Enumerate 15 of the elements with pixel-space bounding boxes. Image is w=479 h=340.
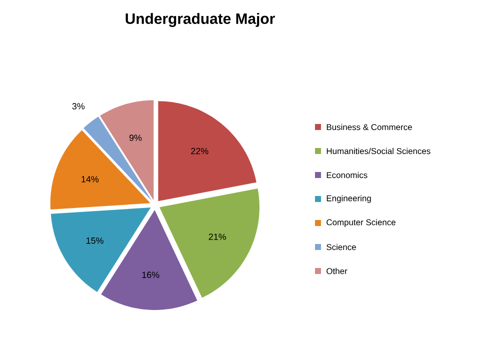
data-label: 14% bbox=[82, 176, 99, 182]
legend-label: Other bbox=[326, 268, 348, 274]
legend-label: Engineering bbox=[326, 195, 371, 203]
legend-label: Business & Commerce bbox=[326, 124, 412, 130]
data-label: 9% bbox=[129, 134, 142, 141]
legend-label: Economics bbox=[326, 172, 368, 178]
legend-label: Computer Science bbox=[326, 219, 396, 227]
legend-label: Science bbox=[326, 244, 356, 250]
data-label: 16% bbox=[142, 272, 160, 278]
data-label: 21% bbox=[208, 234, 226, 240]
legend-label: Humanities/Social Sciences bbox=[326, 148, 430, 154]
data-label: 15% bbox=[86, 237, 104, 244]
data-label: 22% bbox=[191, 148, 208, 154]
chart-title: Undergraduate Major bbox=[126, 13, 275, 27]
data-label: 3% bbox=[72, 103, 85, 110]
